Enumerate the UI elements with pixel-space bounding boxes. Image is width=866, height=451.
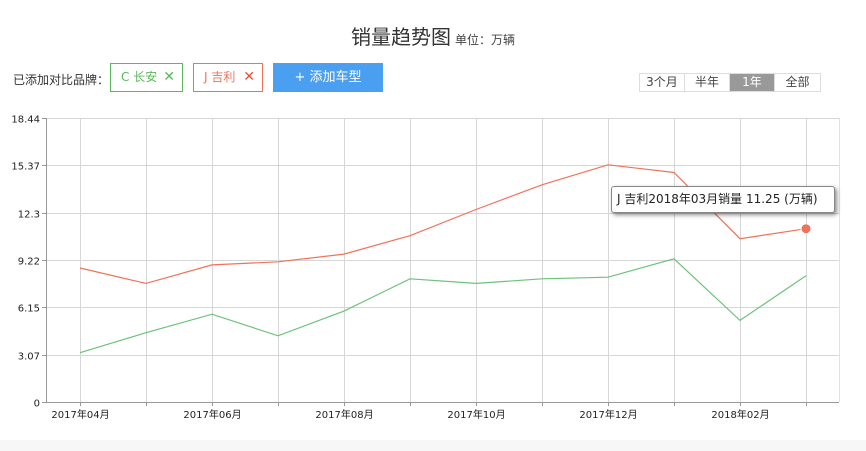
y-tick-label: 12.3 [18,210,40,221]
chart-title: 销量趋势图 [350,25,451,49]
y-tick-label: 0 [34,399,40,410]
add-model-button[interactable]: + 添加车型 [273,63,383,92]
y-tick-label: 3.07 [18,352,40,363]
brand-tag-label: C 长安 [121,70,158,84]
x-tick-label: 2017年04月 [51,408,109,421]
highlight-point [800,223,812,235]
range-3-months[interactable]: 3个月 [640,74,685,91]
unit-label: 单位：万辆 [454,33,515,47]
compare-brands-label: 已添加对比品牌： [13,73,110,87]
x-tick-label: 2017年08月 [315,408,373,421]
brand-tag-geely[interactable]: J 吉利 ✕ [193,63,263,92]
chart-header: 销量趋势图 单位：万辆 [0,21,866,50]
x-tick-label: 2017年12月 [579,408,637,421]
bottom-bar [0,440,866,451]
y-tick-label: 6.15 [18,304,40,315]
remove-icon[interactable]: ✕ [163,69,175,85]
brand-tag-label: J 吉利 [204,70,236,84]
range-1-year[interactable]: 1年 [730,74,775,91]
y-tick-label: 15.37 [11,162,40,173]
data-tooltip: J 吉利2018年03月销量 11.25 (万辆) [611,186,835,213]
time-range-selector: 3个月 半年 1年 全部 [639,73,821,92]
x-tick-label: 2017年10月 [447,408,505,421]
y-tick-label: 9.22 [18,257,40,268]
x-tick-label: 2018年02月 [711,408,769,421]
x-tick-label: 2017年06月 [183,408,241,421]
range-half-year[interactable]: 半年 [685,74,730,91]
brand-tag-changan[interactable]: C 长安 ✕ [110,63,183,92]
changan-series-line [79,258,807,354]
geely-series-line [79,164,807,285]
range-all[interactable]: 全部 [775,74,820,91]
y-tick-label: 18.44 [11,115,40,126]
remove-icon[interactable]: ✕ [243,69,255,85]
